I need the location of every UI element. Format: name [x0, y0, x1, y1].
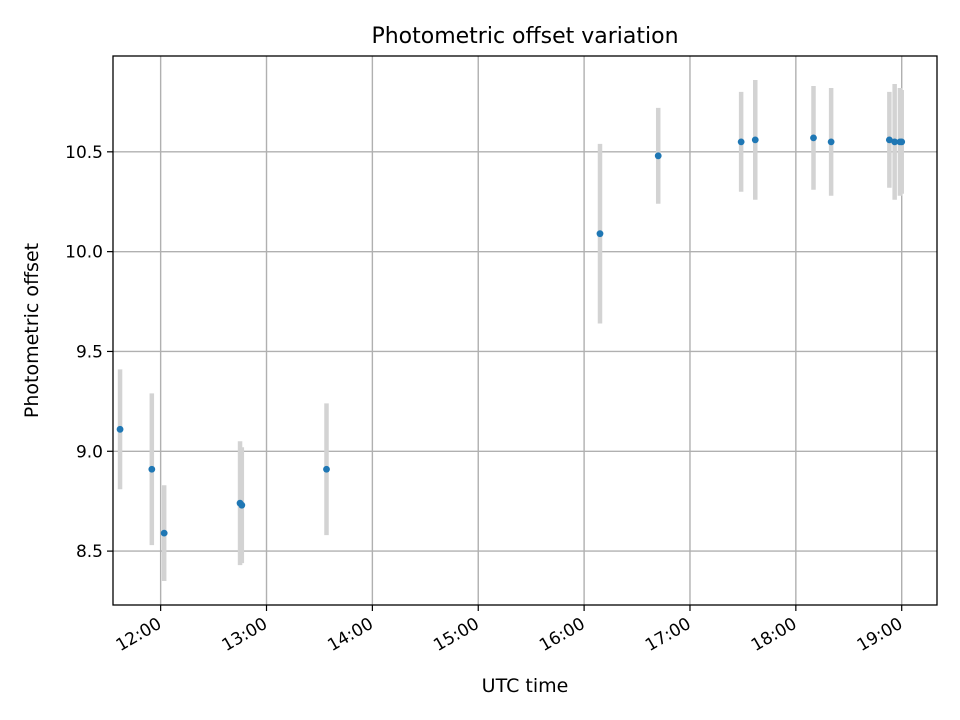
data-point [116, 425, 124, 433]
data-point [751, 136, 759, 144]
data-point [238, 501, 246, 509]
data-point [737, 138, 745, 146]
y-tick-label: 9.5 [76, 342, 103, 362]
data-point [810, 134, 817, 142]
y-tick-label: 10.0 [65, 243, 103, 263]
plot-area [112, 55, 938, 606]
y-axis-label: Photometric offset [21, 243, 43, 418]
data-point [654, 152, 662, 160]
y-tick-label: 10.5 [65, 143, 103, 163]
data-point [891, 138, 899, 146]
y-tick-label: 8.5 [76, 542, 103, 562]
data-point [148, 465, 156, 473]
x-axis-label: UTC time [482, 675, 569, 697]
data-point [160, 529, 168, 537]
data-point [885, 136, 893, 144]
y-tick-label: 9.0 [76, 442, 103, 462]
data-point [898, 138, 906, 146]
y-axis: 8.5 9.0 9.5 10.0 10.5 [65, 143, 113, 562]
plot-frame [112, 55, 938, 606]
data-points [116, 134, 906, 537]
data-point [596, 230, 604, 238]
grid-lines [113, 56, 937, 605]
data-point [827, 138, 835, 146]
chart-title: Photometric offset variation [371, 24, 678, 49]
data-point [323, 465, 330, 473]
